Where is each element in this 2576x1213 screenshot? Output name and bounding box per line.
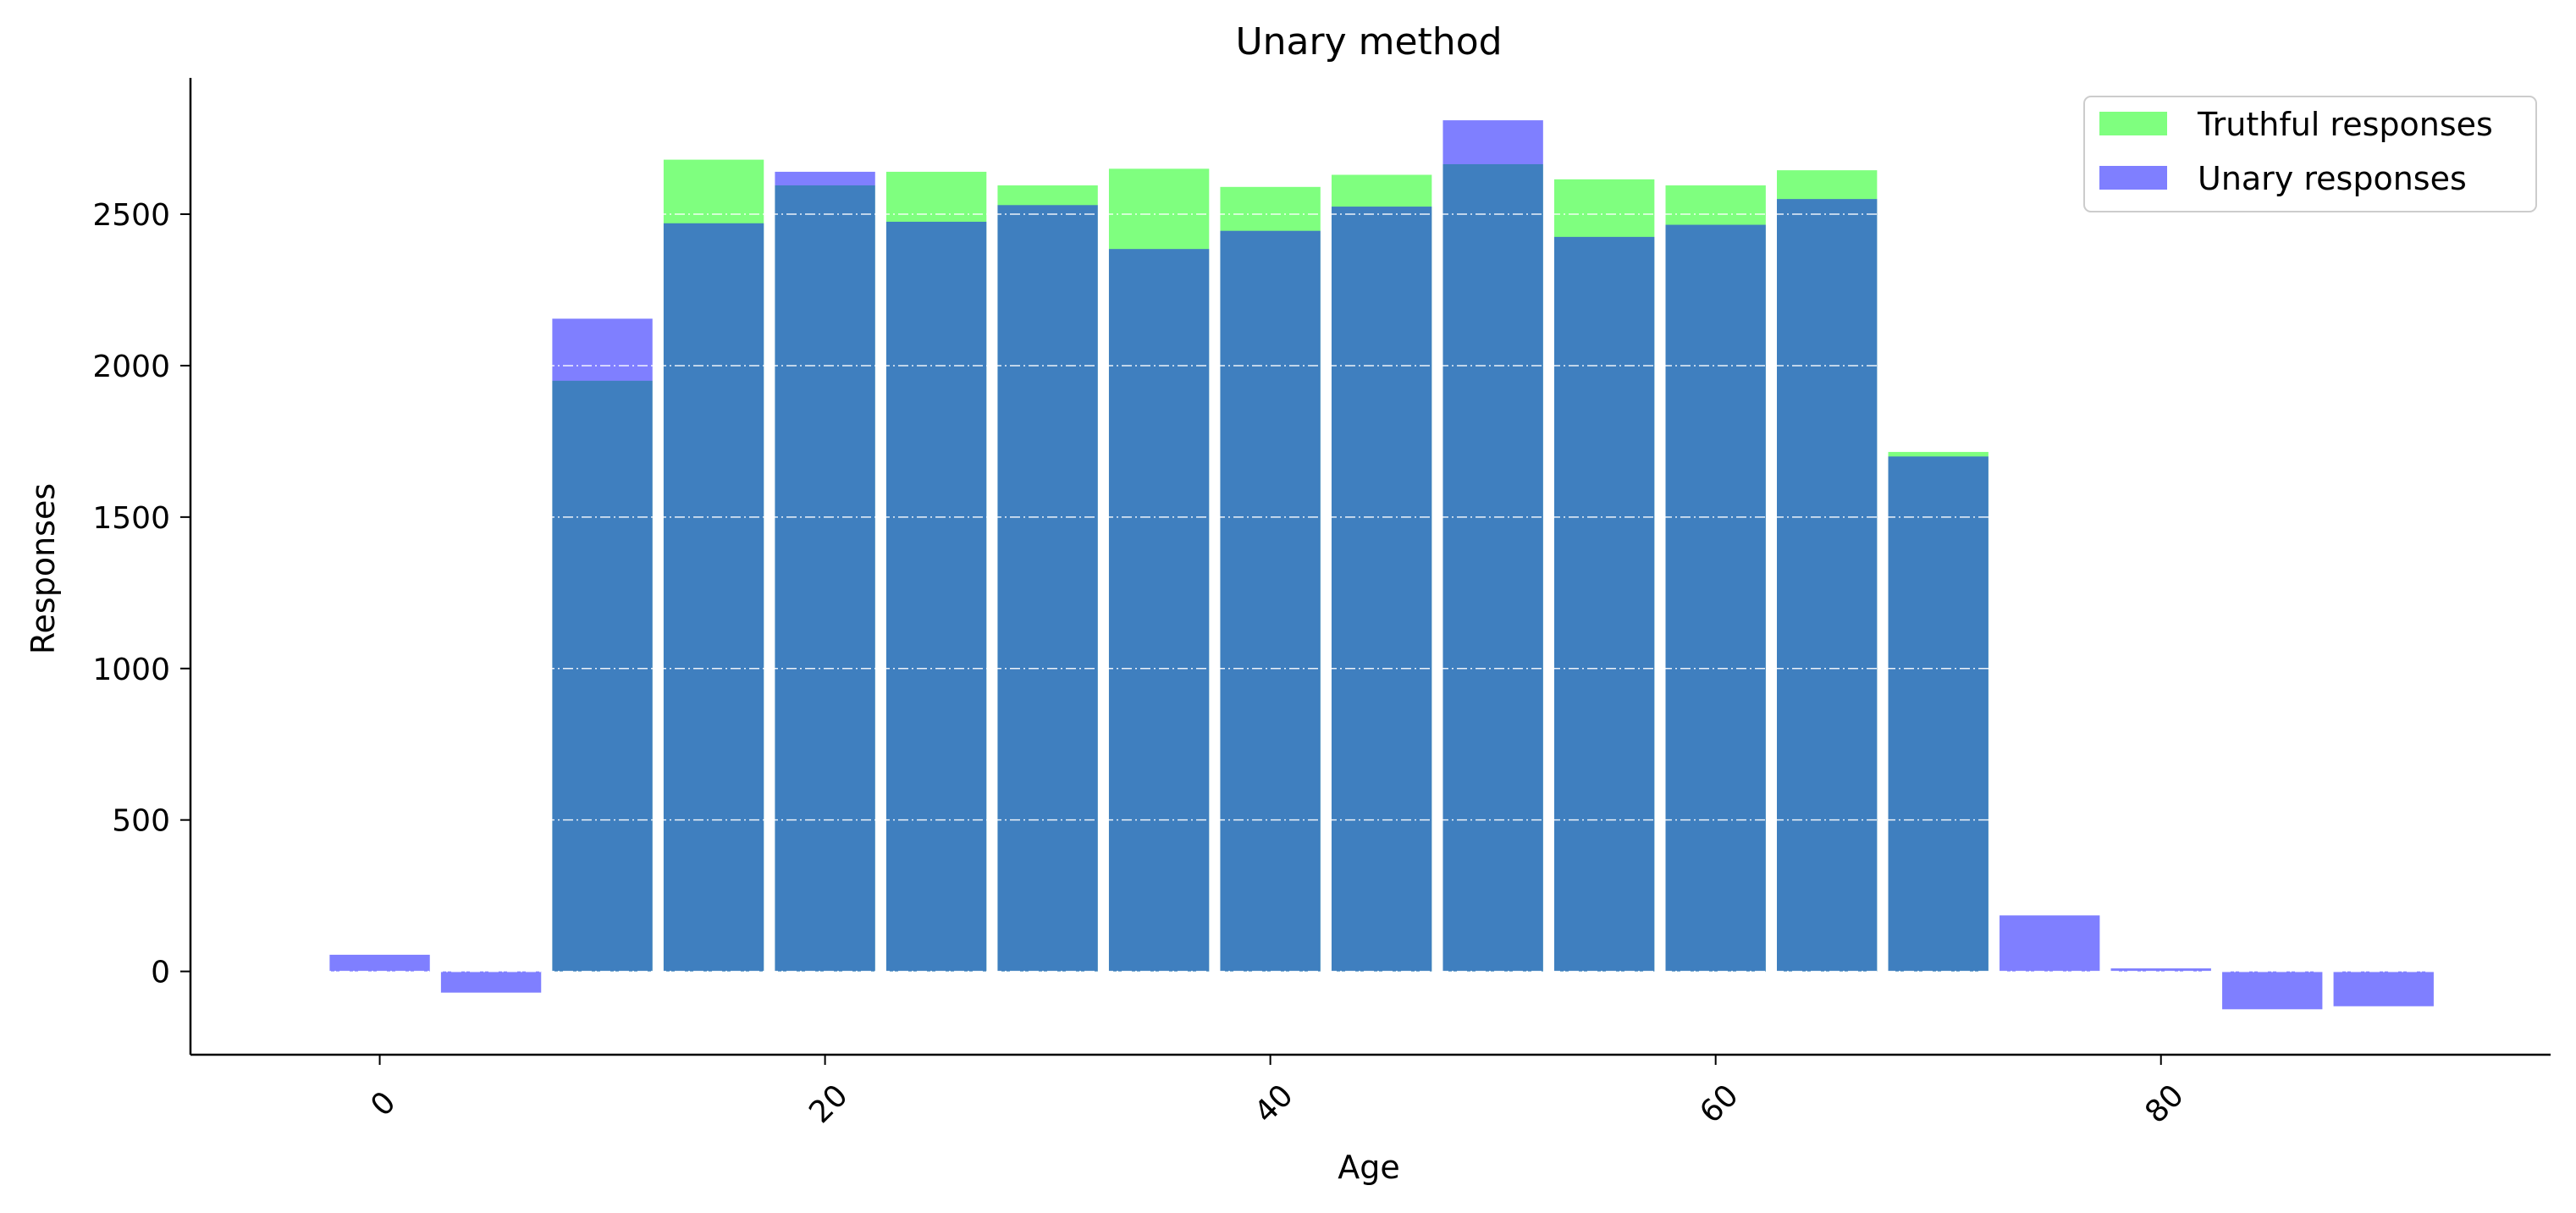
legend-swatch-unary — [2099, 166, 2167, 190]
bar-unary-85 — [2222, 971, 2323, 1010]
bar-unary-20 — [775, 171, 875, 972]
x-tick-label-0: 0 — [364, 1085, 402, 1123]
y-tick-label-2000: 2000 — [92, 350, 170, 384]
bars-layer — [329, 120, 2434, 1010]
x-tick-label-80: 80 — [2138, 1078, 2190, 1130]
bar-unary-10 — [552, 318, 653, 972]
grid-layer — [190, 213, 2551, 973]
bar-unary-60 — [1665, 224, 1766, 972]
bar-unary-45 — [1331, 207, 1432, 972]
bar-unary-35 — [1108, 249, 1210, 972]
bar-unary-50 — [1442, 120, 1543, 972]
legend-swatch-truthful — [2099, 112, 2167, 135]
bar-unary-70 — [1888, 456, 1989, 972]
y-tick-label-1000: 1000 — [92, 653, 170, 687]
bar-unary-65 — [1777, 199, 1878, 972]
axes-layer — [189, 78, 2551, 1056]
bar-unary-40 — [1220, 230, 1321, 972]
x-tick-label-40: 40 — [1248, 1078, 1299, 1130]
bar-unary-80 — [2110, 968, 2211, 972]
bar-unary-90 — [2333, 971, 2434, 1006]
y-tick-label-1500: 1500 — [92, 501, 170, 536]
legend-label-truthful: Truthful responses — [2197, 106, 2493, 143]
y-tick-label-500: 500 — [112, 804, 170, 839]
y-tick-label-2500: 2500 — [92, 198, 170, 233]
bar-unary-25 — [885, 221, 987, 972]
x-tick-label-60: 60 — [1693, 1078, 1745, 1130]
x-tick-label-20: 20 — [803, 1078, 854, 1130]
x-axis-label: Age — [1338, 1149, 1400, 1186]
bar-unary-0 — [329, 954, 430, 972]
legend-label-unary: Unary responses — [2198, 160, 2467, 197]
chart-title: Unary method — [1235, 20, 1502, 63]
y-axis-label: Responses — [25, 483, 62, 654]
bar-unary-55 — [1553, 236, 1655, 972]
legend: Truthful responses Unary responses — [2083, 96, 2537, 212]
bar-unary-75 — [2000, 915, 2100, 972]
bar-unary-15 — [663, 223, 764, 972]
y-tick-label-0: 0 — [151, 956, 170, 990]
bar-unary-30 — [997, 205, 1098, 972]
legend-frame — [2083, 96, 2537, 212]
bar-unary-5 — [440, 971, 542, 993]
